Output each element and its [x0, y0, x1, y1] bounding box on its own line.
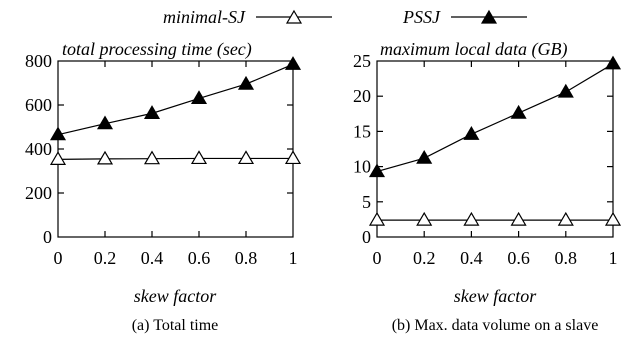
y-tick-label: 400 [25, 139, 52, 159]
legend-marker-minimal-sj [285, 9, 303, 24]
x-tick-label: 0.4 [141, 248, 164, 268]
data-point-pssj [96, 115, 114, 130]
data-point-minimal-sj [284, 150, 302, 165]
x-tick-label: 0.6 [188, 248, 211, 268]
data-point-minimal-sj [49, 151, 67, 165]
legend-marker-pssj [480, 9, 498, 24]
data-point-minimal-sj [604, 211, 622, 226]
y-tick-label: 600 [25, 95, 52, 115]
series-line-minimal-sj [57, 157, 293, 160]
data-point-minimal-sj [190, 150, 208, 165]
data-point-minimal-sj [237, 150, 255, 165]
data-point-pssj [463, 126, 480, 140]
chart-caption: (b) Max. data volume on a slave [392, 317, 599, 334]
legend: minimal-SJ PSSJ [163, 7, 527, 27]
data-point-minimal-sj [96, 150, 114, 165]
data-point-pssj [604, 55, 622, 70]
x-tick-label: 0.6 [507, 248, 530, 268]
series-line-pssj [376, 63, 614, 173]
x-tick-label: 0 [54, 248, 63, 268]
data-point-minimal-sj [416, 211, 433, 226]
legend-label-pssj: PSSJ [402, 7, 441, 27]
y-tick-label: 0 [362, 227, 371, 247]
x-tick-label: 0.8 [235, 248, 258, 268]
data-point-minimal-sj [463, 211, 480, 226]
data-point-minimal-sj [557, 211, 574, 226]
chart-total-time: total processing time (sec) 0 200 400 600 80… [25, 39, 302, 334]
x-tick-label: 0 [373, 248, 382, 268]
legend-label-minimal-sj: minimal-SJ [163, 7, 246, 27]
data-point-pssj [284, 56, 302, 70]
x-tick-label: 0.2 [413, 248, 436, 268]
data-point-pssj [190, 90, 208, 105]
data-point-minimal-sj [510, 211, 527, 226]
y-tick-label: 15 [353, 121, 371, 141]
plot-frame [57, 60, 294, 238]
data-point-pssj [557, 83, 574, 98]
y-tick-label: 25 [353, 51, 371, 71]
data-point-pssj [510, 104, 527, 119]
y-tick-label: 20 [353, 86, 371, 106]
y-tick-label: 200 [25, 183, 52, 203]
y-tick-label: 5 [362, 192, 371, 212]
x-axis-label: skew factor [454, 286, 537, 306]
x-tick-label: 0.8 [555, 248, 578, 268]
x-tick-label: 0.4 [460, 248, 483, 268]
data-point-minimal-sj [368, 211, 386, 226]
x-tick-label: 0.2 [94, 248, 117, 268]
x-tick-label: 1 [289, 248, 298, 268]
data-point-pssj [416, 149, 433, 164]
chart-title: total processing time (sec) [62, 39, 252, 60]
y-tick-label: 800 [25, 51, 52, 71]
series-line-pssj [57, 63, 294, 136]
data-point-pssj [143, 105, 161, 119]
data-point-minimal-sj [143, 150, 161, 165]
data-point-pssj [49, 126, 67, 141]
chart-title: maximum local data (GB) [380, 39, 567, 60]
x-axis-label: skew factor [134, 286, 217, 306]
data-point-pssj [368, 163, 386, 178]
chart-max-local-data: maximum local data (GB) 0 5 10 15 20 25 0 0.2 0… [353, 39, 622, 334]
x-tick-label: 1 [609, 248, 618, 268]
chart-caption: (a) Total time [132, 317, 219, 334]
y-tick-label: 0 [43, 227, 52, 247]
y-tick-label: 10 [353, 157, 371, 177]
plot-frame [376, 60, 614, 238]
data-point-pssj [237, 75, 255, 90]
